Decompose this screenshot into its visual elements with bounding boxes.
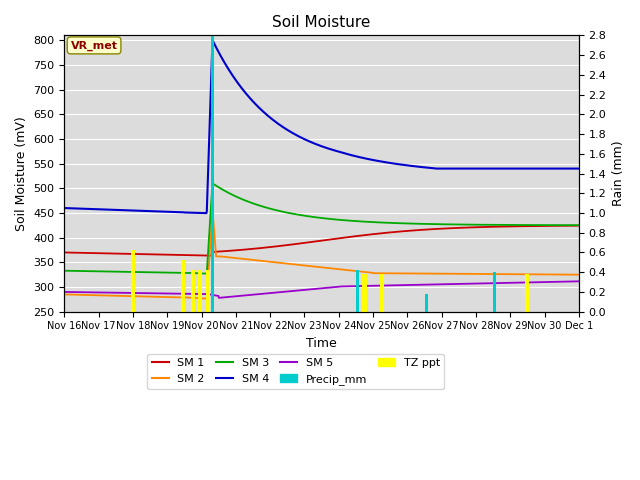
Bar — [425, 294, 428, 312]
Bar — [205, 270, 210, 312]
Title: Soil Moisture: Soil Moisture — [273, 15, 371, 30]
Y-axis label: Soil Moisture (mV): Soil Moisture (mV) — [15, 116, 28, 231]
Legend: SM 1, SM 2, SM 3, SM 4, SM 5, Precip_mm, TZ ppt: SM 1, SM 2, SM 3, SM 4, SM 5, Precip_mm,… — [147, 354, 444, 389]
Bar — [362, 274, 367, 312]
Text: VR_met: VR_met — [70, 40, 118, 50]
Bar — [131, 251, 135, 312]
Bar — [191, 270, 195, 312]
Y-axis label: Rain (mm): Rain (mm) — [612, 141, 625, 206]
Bar — [198, 270, 202, 312]
Bar — [380, 274, 384, 312]
Bar — [525, 274, 529, 312]
Bar — [356, 270, 359, 312]
X-axis label: Time: Time — [307, 337, 337, 350]
Bar — [211, 36, 214, 312]
Bar — [493, 272, 496, 312]
Bar — [180, 260, 185, 312]
